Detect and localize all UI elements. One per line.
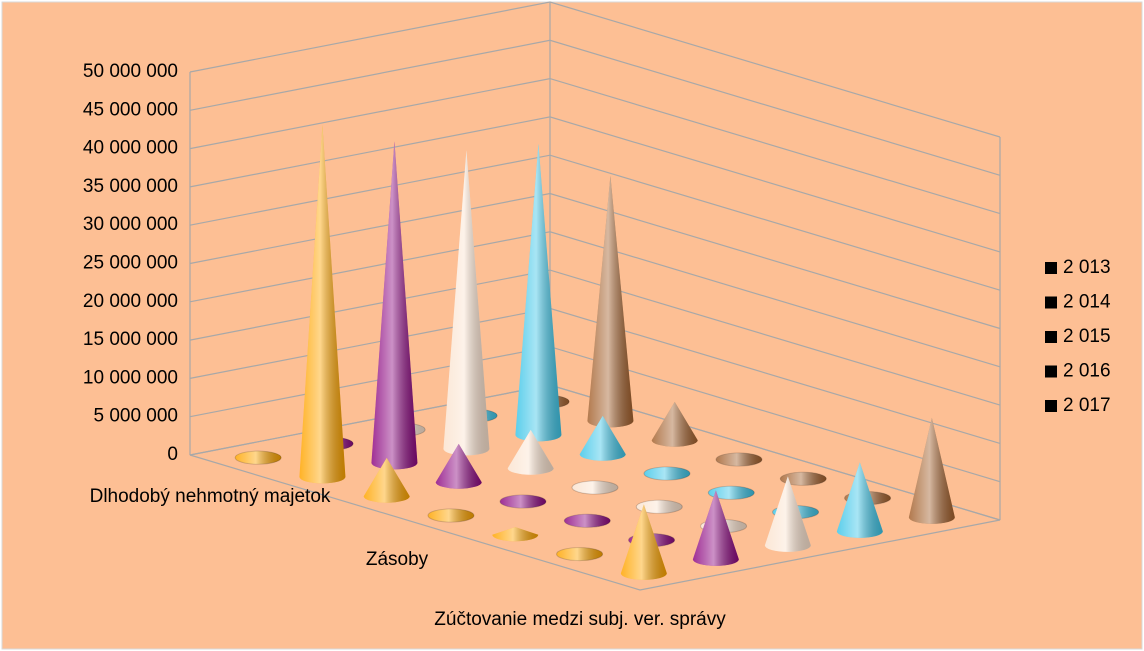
cone xyxy=(643,466,691,481)
y-tick-label: 45 000 000 xyxy=(83,99,178,120)
cone-shine xyxy=(780,472,827,486)
cone xyxy=(427,508,475,523)
cone xyxy=(635,499,683,514)
y-tick-label: 35 000 000 xyxy=(83,176,178,197)
cone-shine xyxy=(692,490,739,566)
cone xyxy=(499,494,547,509)
cone-shine xyxy=(556,547,603,561)
legend-marker xyxy=(1045,400,1057,412)
legend-marker xyxy=(1045,296,1057,309)
cone-shine xyxy=(435,443,482,489)
cone-shine xyxy=(299,124,346,484)
cones xyxy=(234,124,955,580)
y-tick-label: 50 000 000 xyxy=(83,61,178,82)
cone xyxy=(234,450,282,465)
cone xyxy=(715,452,763,467)
legend-label: 2 016 xyxy=(1063,361,1111,382)
cone-shine xyxy=(428,509,474,522)
cone xyxy=(779,471,827,486)
grid-line xyxy=(189,231,1001,368)
legend-marker xyxy=(1045,262,1057,274)
cone-shine xyxy=(644,467,690,480)
y-tick-label: 20 000 000 xyxy=(83,291,178,312)
grid-line xyxy=(189,39,1001,176)
cone xyxy=(507,429,554,475)
cone-shine xyxy=(492,527,539,542)
cone xyxy=(492,527,539,542)
grid-line xyxy=(189,192,1001,330)
legend-label: 2 015 xyxy=(1063,326,1111,347)
cone xyxy=(836,462,883,538)
legend-label: 2 013 xyxy=(1063,257,1111,278)
y-tick-label: 0 xyxy=(167,444,178,465)
grid-line xyxy=(189,1,1001,138)
cone-shine xyxy=(572,481,618,494)
cone-shine xyxy=(363,457,410,503)
cone-shine xyxy=(371,141,418,470)
legend: 2 013 2 014 2 015 2 016 2 017 xyxy=(1045,257,1111,416)
cone xyxy=(299,124,346,484)
cone xyxy=(620,504,667,580)
cone xyxy=(435,443,482,489)
cone xyxy=(571,480,619,495)
y-tick-label: 15 000 000 xyxy=(83,329,178,350)
cone-shine xyxy=(507,429,554,475)
cone-shine xyxy=(579,415,626,461)
cone xyxy=(563,513,611,528)
cone-shine xyxy=(908,417,955,524)
cone xyxy=(443,150,490,456)
y-tick-label: 10 000 000 xyxy=(83,367,178,388)
cone-shine xyxy=(443,150,490,456)
grid-line xyxy=(189,154,1001,291)
legend-marker xyxy=(1045,331,1057,343)
grid-line xyxy=(189,116,1001,253)
x-tick-label: Zúčtovanie medzi subj. ver. správy xyxy=(434,609,726,630)
cone xyxy=(692,490,739,566)
cone-shine xyxy=(620,504,667,580)
cone-shine xyxy=(716,453,762,466)
cone xyxy=(707,485,755,500)
cone-shine xyxy=(515,143,562,442)
x-tick-label: Zásoby xyxy=(366,549,429,570)
y-tick-label: 25 000 000 xyxy=(83,253,178,274)
cone xyxy=(651,401,698,447)
grid-line xyxy=(189,77,1001,215)
cone-shine xyxy=(636,500,683,514)
cone-shine xyxy=(708,486,755,500)
cone-shine xyxy=(500,495,546,508)
x-tick-label: Dlhodobý nehmotný majetok xyxy=(90,486,331,507)
cone xyxy=(363,457,410,503)
legend-label: 2 017 xyxy=(1063,395,1111,416)
cone-shine xyxy=(564,514,611,528)
cone-shine xyxy=(235,451,282,465)
cone-shine xyxy=(764,476,811,552)
labels: 0 5 000 000 10 000 000 15 000 000 20 000 000… xyxy=(83,61,726,630)
cone-shine xyxy=(587,175,634,428)
cone xyxy=(556,547,604,562)
legend-marker xyxy=(1045,365,1057,378)
legend-label: 2 014 xyxy=(1063,292,1111,313)
cone xyxy=(371,141,418,470)
cone xyxy=(587,175,634,428)
cone-shine xyxy=(836,462,883,538)
cone xyxy=(515,143,562,442)
y-tick-label: 30 000 000 xyxy=(83,214,178,235)
cone-shine xyxy=(651,401,698,447)
y-tick-label: 40 000 000 xyxy=(83,138,178,159)
cone xyxy=(579,415,626,461)
cone xyxy=(764,476,811,552)
cone xyxy=(908,417,955,524)
plot-area xyxy=(189,1,1001,591)
y-tick-label: 5 000 000 xyxy=(93,406,178,427)
